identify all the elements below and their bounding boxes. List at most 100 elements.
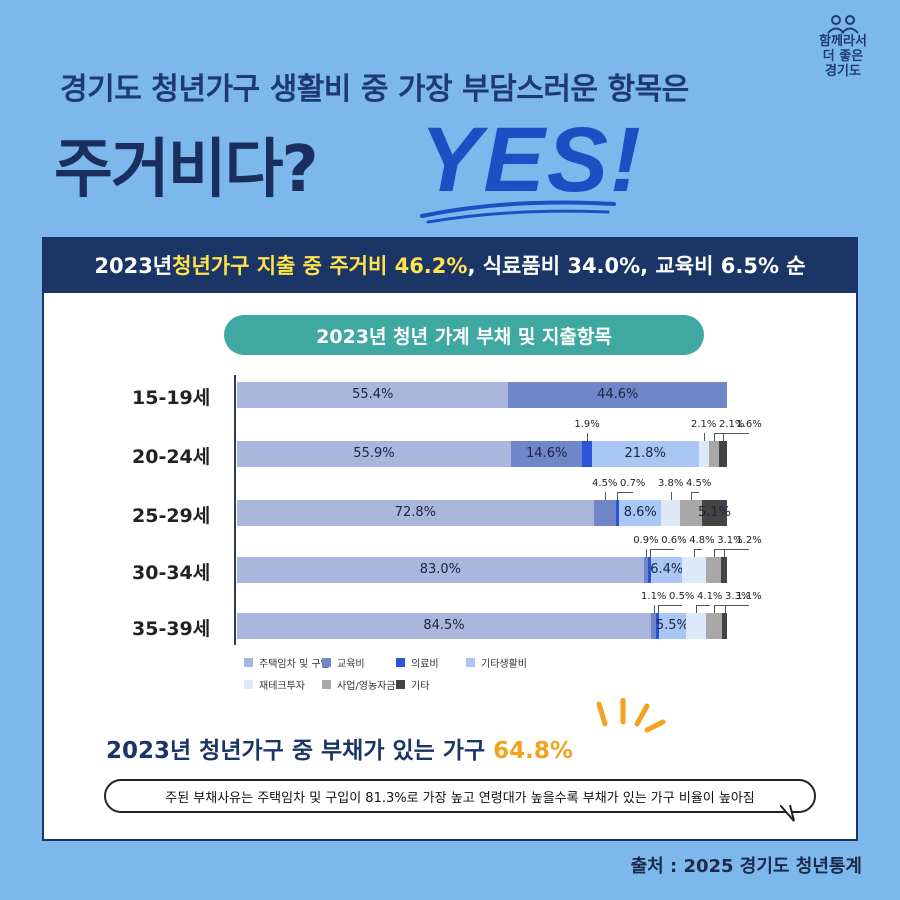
- page-subtitle: 경기도 청년가구 생활비 중 가장 부담스러운 항목은: [60, 72, 689, 107]
- debt-text: 2023년 청년가구 중 부채가 있는 가구: [106, 738, 494, 764]
- legend-label: 사업/영농자금: [337, 681, 396, 692]
- legend-item: 재테크투자: [244, 677, 305, 692]
- bar-segment: [237, 441, 511, 467]
- bar-value-callout: 1.6%: [736, 419, 762, 430]
- legend-label: 주택임차 및 구입: [259, 659, 330, 670]
- bar-value-callout: 0.9%: [633, 535, 659, 546]
- callout-leader-line: [653, 605, 655, 613]
- callout-leader-line: [649, 549, 651, 557]
- bar-segment: [722, 613, 728, 639]
- callout-leader-line: [695, 605, 710, 606]
- callout-leader-line: [690, 492, 699, 493]
- legend-item: 사업/영농자금: [322, 677, 396, 692]
- logo-line-1: 함께라서: [819, 34, 867, 49]
- bar-value-label: 72.8%: [394, 505, 437, 520]
- age-group-label: 30-34세: [132, 562, 211, 584]
- bar-segment: [719, 441, 727, 467]
- bar-value-label: 55.4%: [352, 387, 394, 402]
- bar-value-label: 84.5%: [423, 618, 465, 633]
- callout-leader-line: [604, 492, 606, 500]
- callout-leader-line: [649, 549, 674, 550]
- bar-segment: [237, 500, 594, 526]
- callout-leader-line: [723, 433, 749, 434]
- callout-leader-line: [714, 433, 732, 434]
- bar-segment: [582, 441, 592, 467]
- page-title: 주거비다?: [54, 133, 319, 207]
- legend-item: 기타: [396, 677, 429, 692]
- chart-panel: 2023년 청년 가계 부채 및 지출항목 15-19세 55.4% 44.6% 20…: [42, 293, 858, 841]
- legend-swatch: [322, 658, 331, 667]
- callout-leader-line: [657, 605, 682, 606]
- legend-swatch: [396, 658, 405, 667]
- y-axis-line: [234, 375, 236, 645]
- callout-leader-line: [670, 492, 672, 500]
- bar-value-callout: 1.9%: [574, 419, 600, 430]
- bar-value-callout: 4.5%: [685, 478, 712, 489]
- bar-segment: [651, 557, 683, 583]
- callout-leader-line: [724, 549, 749, 550]
- callout-leader-line: [657, 605, 659, 613]
- bar-segment: [237, 382, 509, 408]
- stacked-bar-row: 72.8% 8.6% 5.1% 4.5% 0.7% 3.8% 4.5%: [237, 478, 731, 526]
- callout-leader-line: [694, 549, 696, 557]
- callout-leader-line: [617, 492, 633, 493]
- legend-label: 기타: [411, 681, 430, 692]
- legend-label: 의료비: [411, 659, 439, 670]
- people-icon: [827, 15, 859, 34]
- age-group-label: 20-24세: [132, 446, 211, 468]
- bar-value-callout: 0.6%: [661, 535, 687, 546]
- banner-rest: , 식료품비 34.0%, 교육비 6.5% 순: [467, 254, 806, 278]
- bar-value-label: 5.1%: [697, 505, 732, 520]
- callout-leader-line: [617, 492, 619, 500]
- bar-segment: [591, 441, 699, 467]
- bar-value-label: 21.8%: [624, 446, 666, 461]
- banner-year: 2023년: [94, 254, 173, 278]
- bar-value-callout: 1.1%: [641, 591, 667, 602]
- bar-segment: [679, 500, 702, 526]
- bar-segment: [685, 613, 706, 639]
- callout-leader-line: [724, 605, 749, 606]
- legend-swatch: [396, 680, 405, 689]
- yes-heading: YES!: [420, 109, 643, 211]
- bar-segment: [702, 500, 727, 526]
- bar-segment: [721, 557, 727, 583]
- yes-underline-swoosh: [420, 200, 616, 224]
- callout-leader-line: [645, 549, 647, 557]
- stacked-bar-row: 83.0% 6.4% 0.9% 0.6% 4.8% 3.1% 1.2%: [237, 535, 762, 583]
- callout-leader-line: [724, 605, 726, 613]
- callout-leader-line: [695, 605, 697, 613]
- callout-leader-line: [694, 549, 702, 550]
- legend-item: 의료비: [396, 655, 439, 670]
- bar-value-label: 55.9%: [353, 446, 395, 461]
- banner-highlight: 청년가구 지출 중 주거비 46.2%: [172, 254, 468, 278]
- age-group-label: 35-39세: [132, 618, 211, 640]
- debt-headline: 2023년 청년가구 중 부채가 있는 가구 64.8%: [106, 731, 573, 765]
- bar-value-callout: 4.8%: [689, 535, 715, 546]
- debt-percent: 64.8%: [493, 738, 573, 764]
- bar-segment: [651, 613, 657, 639]
- bar-value-callout: 2.1%: [691, 419, 717, 430]
- bar-value-callout: 0.5%: [669, 591, 695, 602]
- bar-segment: [643, 557, 649, 583]
- bar-segment: [705, 557, 722, 583]
- bar-segment: [615, 500, 620, 526]
- bar-segment: [705, 613, 723, 639]
- legend-item: 주택임차 및 구입: [244, 655, 330, 670]
- age-group-label: 15-19세: [132, 387, 211, 409]
- bar-segment: [698, 441, 709, 467]
- stacked-bar-row: 55.4% 44.6%: [237, 382, 727, 408]
- bar-value-callout: 2.1%: [719, 419, 745, 430]
- callout-leader-line: [713, 549, 730, 550]
- legend-swatch: [244, 680, 253, 689]
- bar-value-callout: 3.1%: [717, 535, 743, 546]
- bar-segment: [708, 441, 720, 467]
- bar-segment: [656, 613, 659, 639]
- bar-value-callout: 3.3%: [725, 591, 751, 602]
- bar-segment: [661, 500, 680, 526]
- bar-value-callout: 1.1%: [736, 591, 762, 602]
- callout-leader-line: [714, 433, 715, 441]
- bar-segment: [237, 557, 644, 583]
- gyeonggi-logo: 함께라서 더 좋은 경기도: [808, 14, 878, 79]
- logo-line-3: 경기도: [825, 64, 861, 79]
- chart-title: 2023년 청년 가계 부채 및 지출항목: [224, 315, 704, 355]
